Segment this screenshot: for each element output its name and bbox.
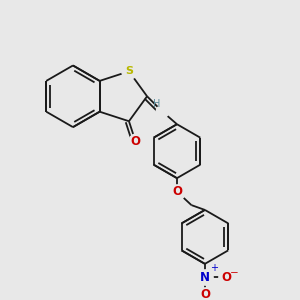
Text: O: O	[130, 135, 140, 148]
Text: H: H	[153, 99, 160, 109]
Text: S: S	[125, 66, 133, 76]
Text: O: O	[221, 271, 231, 284]
Text: O: O	[172, 185, 182, 198]
Text: N: N	[200, 271, 210, 284]
Text: −: −	[230, 268, 238, 278]
Text: +: +	[211, 263, 218, 273]
Text: O: O	[200, 288, 210, 300]
